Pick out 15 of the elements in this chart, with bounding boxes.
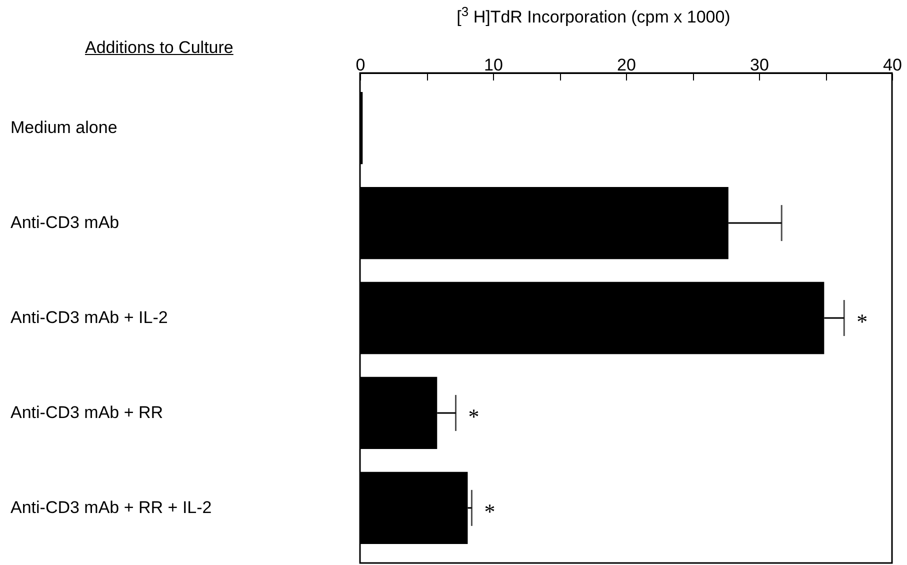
x2-tick-label: 0	[356, 56, 366, 74]
x-axis-title: [$^{3}$ H]TdR Incorporation (cpm x 1000)	[456, 4, 732, 28]
y-tick-label: Anti-CD3 mAb + RR	[10, 402, 164, 422]
x2-tick-label: 20	[617, 56, 636, 74]
y-tick-label: Anti-CD3 mAb + IL-2	[10, 308, 168, 327]
x2-tick-label: 40	[883, 56, 902, 74]
y-tick-label: Medium alone	[10, 118, 118, 138]
y-axis-title: Additions to Culture	[85, 38, 234, 58]
annotation: *	[468, 404, 480, 429]
y-tick-label: Anti-CD3 mAb + RR + IL-2	[10, 498, 212, 517]
x2-tick-label: 10	[484, 56, 503, 74]
annotation: *	[856, 309, 868, 334]
annotation: *	[484, 498, 496, 524]
y-tick-label: Anti-CD3 mAb	[10, 213, 120, 232]
x2-tick-label: 30	[750, 56, 769, 74]
